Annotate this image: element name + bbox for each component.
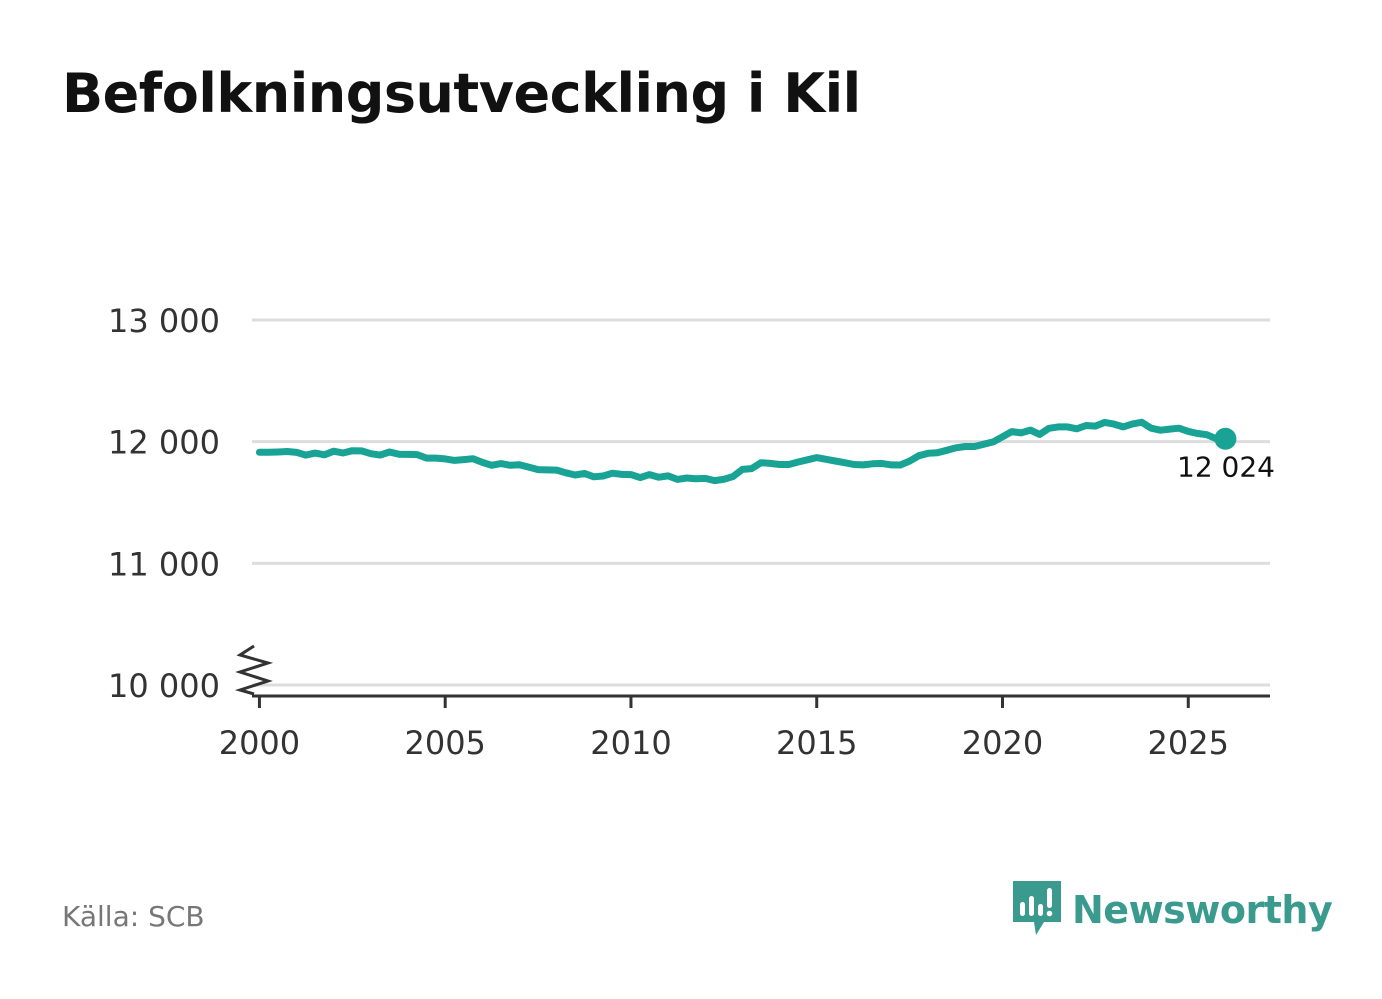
y-tick-label: 10 000	[108, 667, 220, 705]
y-axis-labels: 10 000 11 000 12 000 13 000	[108, 302, 220, 705]
x-axis	[252, 694, 1270, 708]
chart-title: Befolkningsutveckling i Kil	[62, 62, 861, 125]
brand-logo[interactable]: Newsworthy	[1010, 878, 1333, 942]
y-tick-label: 13 000	[108, 302, 220, 340]
y-tick-label: 12 000	[108, 424, 220, 462]
y-tick-label: 11 000	[108, 545, 220, 583]
axis-break-zigzag	[234, 644, 274, 696]
series-layer: 12 024	[255, 418, 1275, 485]
brand-name: Newsworthy	[1072, 888, 1333, 932]
end-value-label: 12 024	[1177, 451, 1275, 484]
x-tick-label: 2005	[404, 724, 485, 762]
x-tick-label: 2000	[219, 724, 300, 762]
x-tick-label: 2015	[776, 724, 857, 762]
source-note: Källa: SCB	[62, 900, 205, 933]
gridlines	[252, 318, 1270, 687]
population-line	[255, 418, 1229, 485]
end-point-marker	[1214, 427, 1237, 450]
x-tick-label: 2020	[962, 724, 1043, 762]
x-tick-label: 2025	[1148, 724, 1229, 762]
x-axis-labels: 2000 2005 2010 2015 2020 2025	[219, 724, 1229, 762]
newsworthy-logo-icon	[1010, 878, 1064, 942]
x-tick-label: 2010	[590, 724, 671, 762]
axis-break-icon	[234, 644, 274, 696]
